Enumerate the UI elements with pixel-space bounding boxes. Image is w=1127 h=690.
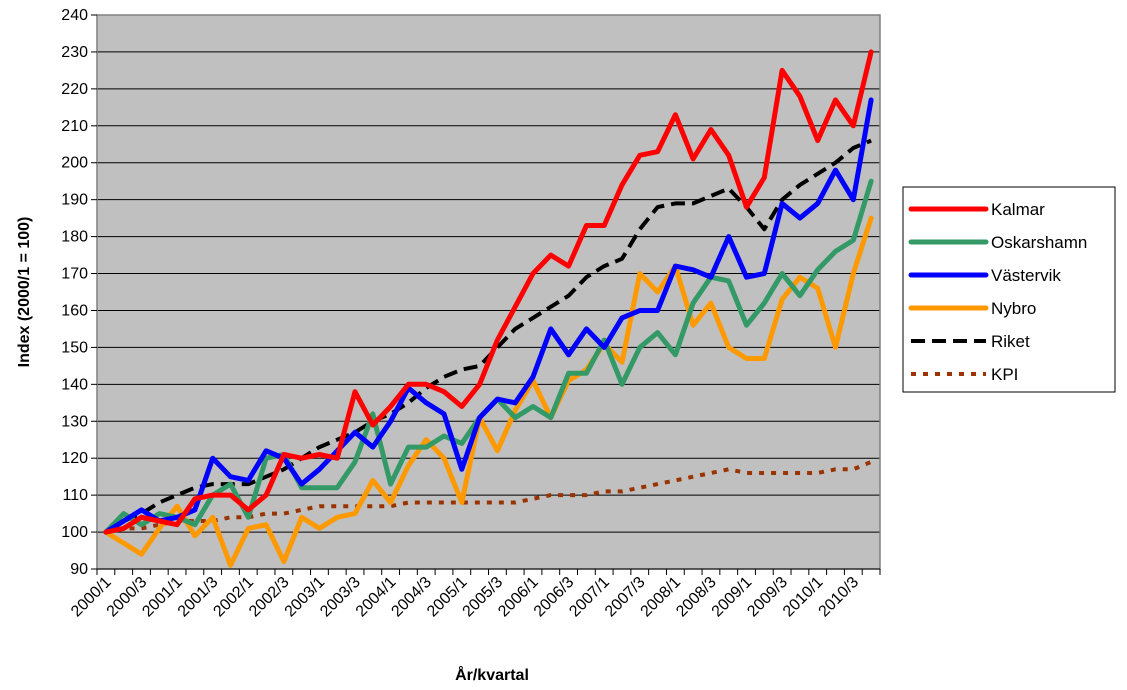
y-tick-label: 120 bbox=[61, 450, 88, 467]
gridlines bbox=[97, 51, 880, 533]
legend-label: Västervik bbox=[991, 266, 1061, 285]
series-line-kpi bbox=[105, 460, 872, 535]
y-tick-label: 200 bbox=[61, 155, 88, 172]
x-axis-title: År/kvartal bbox=[455, 665, 529, 684]
legend-label: Nybro bbox=[991, 299, 1036, 318]
y-tick-label: 90 bbox=[70, 561, 88, 578]
y-tick-label: 140 bbox=[61, 376, 88, 393]
legend-box bbox=[902, 186, 1116, 393]
y-tick-label: 180 bbox=[61, 229, 88, 246]
y-axis-title: Index (2000/1 = 100) bbox=[16, 217, 33, 368]
x-axis: 2000/12000/32001/12001/32002/12002/32003… bbox=[68, 568, 881, 621]
series-line-kalmar bbox=[103, 49, 874, 535]
y-tick-label: 230 bbox=[61, 44, 88, 61]
plot-area bbox=[97, 15, 880, 569]
y-tick-label: 150 bbox=[61, 339, 88, 356]
y-tick-label: 210 bbox=[61, 118, 88, 135]
series-lines bbox=[103, 49, 874, 568]
series-line-vstervik bbox=[103, 97, 874, 535]
legend: Kalmar Oskarshamn Västervik Nybro Riket KPI bbox=[902, 186, 1116, 393]
y-tick-label: 130 bbox=[61, 413, 88, 430]
y-axis: 90 100 110 120 130 140 150 160 170 180 190 200 210 22… bbox=[61, 7, 97, 578]
y-tick-label: 240 bbox=[61, 7, 88, 24]
legend-label: KPI bbox=[991, 365, 1018, 384]
series-line-nybro bbox=[103, 215, 874, 568]
y-tick-label: 160 bbox=[61, 302, 88, 319]
y-tick-label: 220 bbox=[61, 81, 88, 98]
x-tick-label: 2010/3 bbox=[816, 574, 863, 621]
y-tick-label: 190 bbox=[61, 192, 88, 209]
legend-label: Kalmar bbox=[991, 200, 1045, 219]
legend-label: Oskarshamn bbox=[991, 233, 1087, 252]
y-tick-label: 170 bbox=[61, 266, 88, 283]
legend-label: Riket bbox=[991, 332, 1030, 351]
y-tick-label: 110 bbox=[62, 487, 88, 504]
y-tick-label: 100 bbox=[61, 524, 88, 541]
